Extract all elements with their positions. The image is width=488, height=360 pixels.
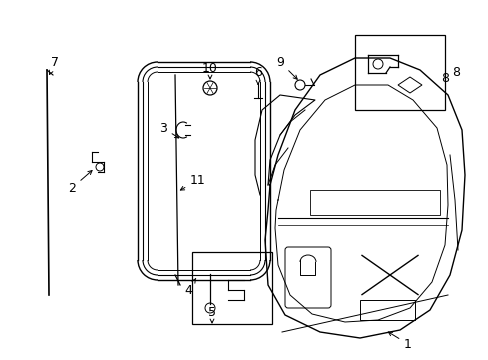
Text: 8: 8 [440,72,448,85]
Text: 2: 2 [68,171,92,194]
Text: 4: 4 [183,278,195,297]
Text: 6: 6 [254,66,262,84]
Bar [192,252,271,324]
Text: 7: 7 [49,55,59,75]
Text: 9: 9 [276,55,297,79]
Text: 1: 1 [387,332,411,351]
Text: 10: 10 [202,62,218,79]
Text: 3: 3 [159,122,179,138]
Bar [309,190,439,215]
Text: 11: 11 [180,174,205,190]
Text: 8: 8 [451,67,459,80]
Bar [359,300,414,320]
Text: 5: 5 [207,306,216,323]
Bar [354,35,444,110]
